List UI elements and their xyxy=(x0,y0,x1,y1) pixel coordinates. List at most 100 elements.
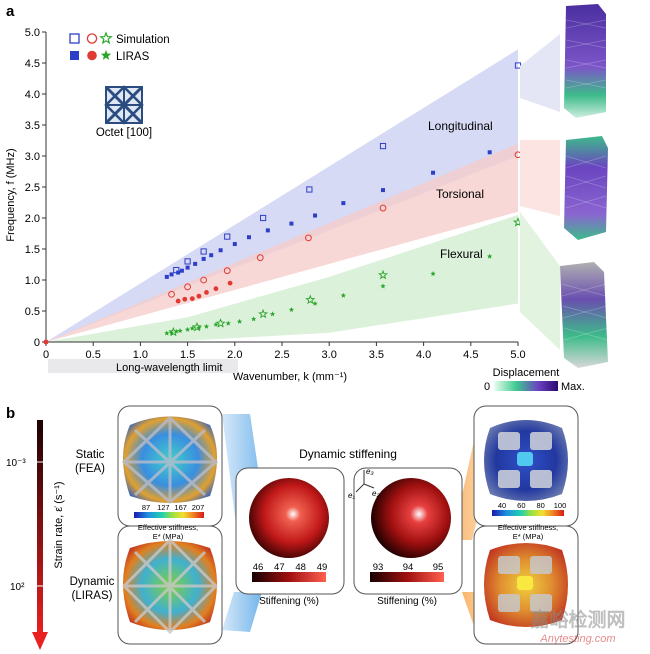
data-point xyxy=(200,276,208,284)
x-tick-label: 0 xyxy=(43,349,49,361)
left-blue-wedge-lower xyxy=(222,592,262,632)
axis-e2-label: e₂ xyxy=(372,489,380,498)
x-tick-label: 0.5 xyxy=(86,349,101,361)
dynamic-label-line1: Dynamic xyxy=(70,576,115,588)
dynamic-liras-blob xyxy=(121,537,219,635)
data-point xyxy=(340,292,346,298)
data-point xyxy=(223,267,231,275)
data-point xyxy=(265,228,270,233)
data-point xyxy=(213,321,219,327)
data-point xyxy=(246,235,251,240)
legend-liras-circle-icon xyxy=(87,50,97,61)
data-point xyxy=(193,261,198,266)
data-point xyxy=(225,320,231,326)
data-point xyxy=(182,296,188,302)
y-tick-label: 2.0 xyxy=(25,213,40,225)
axis-e3-label: e₃ xyxy=(366,467,374,476)
data-point xyxy=(289,221,294,226)
static-label-line1: Static xyxy=(76,449,105,461)
data-point xyxy=(380,283,386,289)
left-stiffness-label-2: E* (MPa) xyxy=(153,532,184,541)
y-tick-label: 3.5 xyxy=(25,120,40,132)
data-point xyxy=(215,318,226,328)
data-point xyxy=(164,330,170,336)
right-stiffness-ticks: 40 60 80 100 xyxy=(498,501,566,510)
colorbar-tick-label: 87 xyxy=(142,503,150,512)
data-point xyxy=(191,321,202,332)
data-point xyxy=(189,296,195,301)
data-point xyxy=(487,150,492,155)
data-point xyxy=(514,62,522,69)
colorbar-tick-label: 48 xyxy=(295,562,306,573)
x-tick-label: 3.0 xyxy=(322,349,337,361)
left-stiffness-label-1: Effective stiffness, xyxy=(138,523,198,532)
long-wavelength-bar xyxy=(48,359,238,373)
data-point xyxy=(196,293,202,299)
mode-bands xyxy=(46,49,518,343)
y-tick-label: 4.5 xyxy=(25,58,40,70)
colorbar-tick-label: 60 xyxy=(517,501,525,510)
data-point xyxy=(487,253,493,259)
stiffening-left-label: Stiffening (%) xyxy=(259,596,319,607)
x-axis-label: Wavenumber, k (mm⁻¹) xyxy=(233,371,347,383)
data-point xyxy=(227,280,233,286)
data-point xyxy=(313,213,318,218)
longitudinal-wedge xyxy=(520,34,560,112)
data-point xyxy=(258,308,269,319)
band-flexural xyxy=(46,214,518,342)
colorbar-tick-label: 47 xyxy=(274,562,285,573)
long-wavelength-label: Long-wavelength limit xyxy=(116,362,222,374)
band-longitudinal xyxy=(46,49,518,343)
band-torsional xyxy=(46,143,518,342)
data-point xyxy=(306,186,313,193)
data-point xyxy=(305,294,316,305)
left-stiffness-ticks: 87 127 167 207 xyxy=(142,503,204,512)
data-point xyxy=(213,286,219,292)
data-points xyxy=(164,62,524,337)
data-point xyxy=(232,242,237,247)
data-point xyxy=(176,270,181,275)
colorbar-tick-label: 80 xyxy=(536,501,544,510)
strain-arrow-head-icon xyxy=(32,632,48,650)
strain-axis-label: Strain rate, ε̇ (s⁻¹) xyxy=(53,481,65,568)
static-fea-blob xyxy=(121,415,219,504)
colorbar-tick-label: 94 xyxy=(403,562,414,573)
data-point xyxy=(196,324,202,330)
data-point xyxy=(168,290,175,298)
longitudinal-mode-column xyxy=(564,4,607,118)
stiffening-left-ticks: 46 47 48 49 xyxy=(253,562,328,573)
data-point xyxy=(341,201,346,206)
data-point xyxy=(381,188,386,193)
flexural-mode-column xyxy=(560,262,609,368)
data-point xyxy=(379,142,387,150)
right-stiffness-label-2: E* (MPa) xyxy=(513,532,544,541)
data-point xyxy=(256,254,264,262)
x-tick-label: 1.0 xyxy=(133,349,148,361)
colorbar-tick-label: 46 xyxy=(253,562,264,573)
origin-point xyxy=(43,339,49,345)
static-right-cube xyxy=(484,420,568,501)
coordinate-axes-icon xyxy=(355,470,375,493)
left-stiffness-colorbar xyxy=(134,512,204,518)
colorbar-tick-label: 127 xyxy=(157,503,170,512)
y-tick-label: 1.0 xyxy=(25,275,40,287)
stiffening-left-colorbar xyxy=(252,572,326,582)
data-point xyxy=(305,234,312,242)
stiffening-right-label: Stiffening (%) xyxy=(377,596,437,607)
mode-label-torsional: Torsional xyxy=(436,187,484,201)
strain-rate-arrow xyxy=(37,420,43,634)
legend: Simulation LIRAS xyxy=(69,31,170,63)
data-point xyxy=(184,326,191,332)
displacement-max-label: Max. xyxy=(561,381,585,393)
data-point xyxy=(218,248,223,253)
legend-liras-star-icon xyxy=(100,50,112,60)
x-tick-label: 5.0 xyxy=(510,349,525,361)
data-point xyxy=(379,204,387,212)
x-tick-label: 3.5 xyxy=(369,349,384,361)
data-point xyxy=(177,328,183,334)
x-tick-label: 2.5 xyxy=(274,349,289,361)
dynamic-right-cube xyxy=(484,543,568,627)
data-point xyxy=(169,272,174,277)
data-point xyxy=(377,269,389,280)
data-point xyxy=(430,271,436,277)
